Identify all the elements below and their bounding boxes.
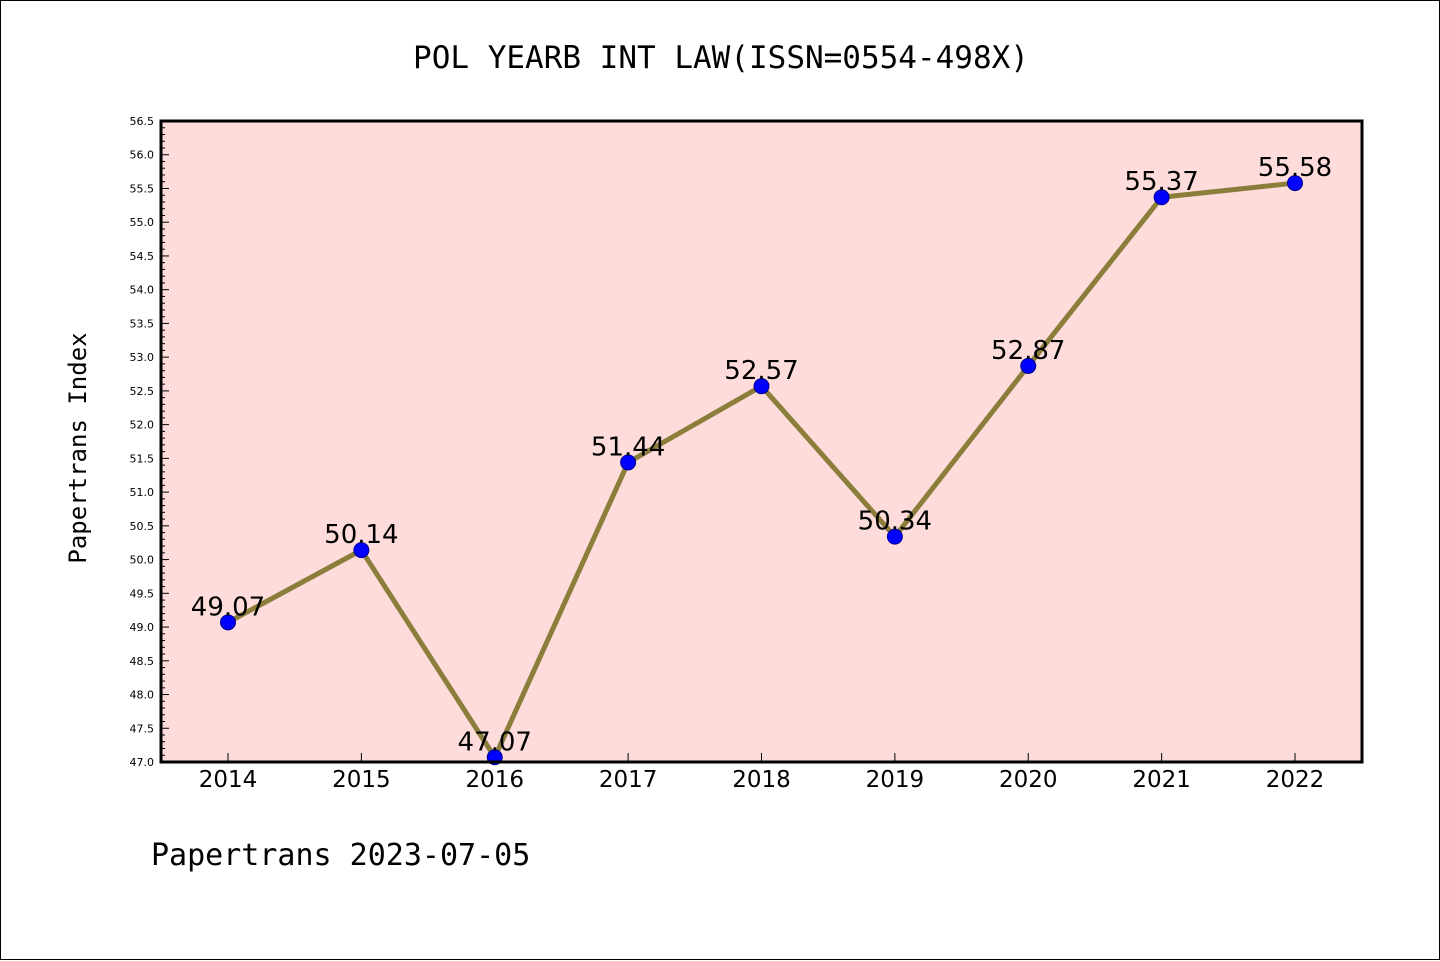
x-tick-label: 2017 — [599, 767, 658, 793]
data-point-marker — [886, 528, 903, 545]
data-label: 55.37 — [1124, 167, 1198, 197]
data-point-marker — [1020, 357, 1037, 374]
y-tick-label: 49.0 — [130, 621, 155, 634]
plot-area — [161, 121, 1362, 762]
y-tick-label: 51.0 — [130, 486, 155, 499]
y-tick-label: 52.0 — [130, 419, 155, 432]
data-label: 52.57 — [724, 356, 798, 386]
y-tick-label: 47.0 — [130, 756, 155, 769]
y-tick-label: 53.5 — [130, 317, 155, 330]
data-point-marker — [353, 542, 370, 559]
data-point-marker — [1153, 189, 1170, 206]
data-point-marker — [220, 614, 236, 631]
y-tick-label: 54.5 — [130, 250, 155, 263]
y-tick-label: 50.5 — [130, 520, 155, 533]
data-label: 50.14 — [324, 520, 398, 550]
y-tick-label: 55.5 — [130, 182, 155, 195]
data-point-marker — [753, 378, 770, 395]
data-label: 52.87 — [991, 336, 1065, 366]
series-papertrans-index — [220, 175, 1303, 766]
x-tick-label: 2014 — [199, 767, 258, 793]
chart-title: POL YEARB INT LAW(ISSN=0554-498X) — [413, 40, 1029, 76]
y-tick-label: 55.0 — [130, 216, 155, 229]
x-tick-label: 2019 — [866, 767, 925, 793]
y-tick-label: 54.0 — [130, 284, 155, 297]
y-tick-label: 52.5 — [130, 385, 155, 398]
y-tick-label: 50.0 — [130, 554, 155, 567]
y-tick-label: 51.5 — [130, 452, 155, 465]
y-axis-label: Papertrans Index — [64, 332, 92, 563]
plot-border — [159, 119, 1364, 764]
x-tick-label: 2016 — [465, 767, 524, 793]
x-tick-label: 2022 — [1266, 767, 1325, 793]
y-tick-label: 48.0 — [130, 689, 155, 702]
data-label: 50.34 — [858, 507, 932, 537]
y-tick-label: 56.5 — [130, 115, 155, 128]
data-label: 49.07 — [191, 592, 265, 622]
x-tick-label: 2020 — [999, 767, 1058, 793]
x-tick-label: 2018 — [732, 767, 791, 793]
y-tick-label: 49.5 — [130, 587, 155, 600]
data-point-marker — [1287, 175, 1303, 192]
y-tick-label: 47.5 — [130, 722, 155, 735]
data-label: 55.58 — [1258, 153, 1332, 183]
x-tick-label: 2021 — [1132, 767, 1191, 793]
y-tick-label: 48.5 — [130, 655, 155, 668]
data-labels: 49.07 50.14 47.07 51.44 52.57 50.34 52.87 55.37… — [191, 153, 1332, 757]
data-label: 47.07 — [458, 727, 532, 757]
data-label: 51.44 — [591, 432, 665, 462]
data-point-marker — [620, 454, 637, 471]
y-tick-label: 53.0 — [130, 351, 155, 364]
footer-date-text: Papertrans 2023-07-05 — [151, 838, 530, 873]
x-tick-label: 2015 — [332, 767, 391, 793]
y-tick-label: 56.0 — [130, 149, 155, 162]
